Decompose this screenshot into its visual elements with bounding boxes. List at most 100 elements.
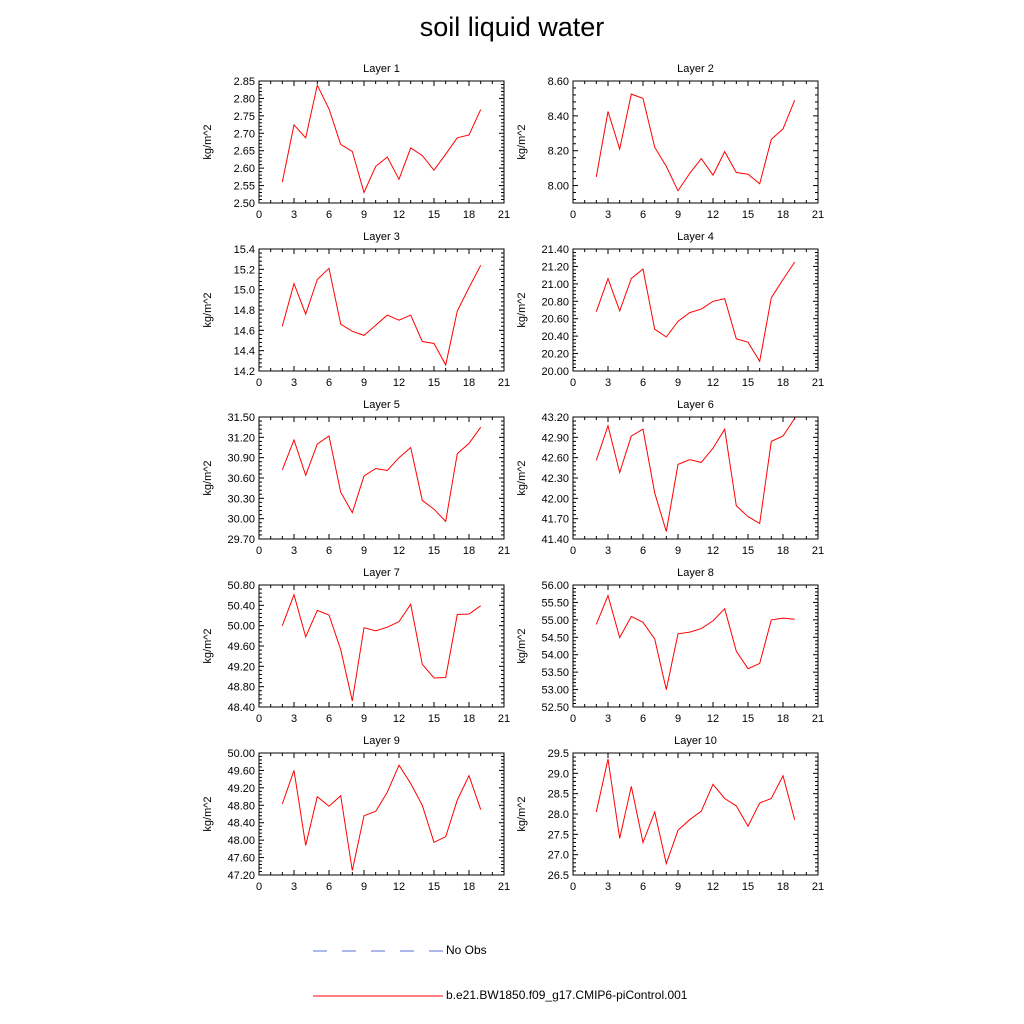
x-tick-label: 0 bbox=[256, 881, 262, 893]
y-tick-label: 30.60 bbox=[227, 473, 255, 485]
chart-panel-layer-1: 0 3 6 9 12 15 18 21 2.50 2.55 2.60 2.65 2.70 2.75 2.80… bbox=[202, 63, 510, 221]
chart-panel-layer-9: 0 3 6 9 12 15 18 21 47.20 47.60 48.00 48.40 48.80 49.… bbox=[202, 735, 510, 893]
x-tick-label: 21 bbox=[498, 545, 510, 557]
x-tick-label: 0 bbox=[256, 209, 262, 221]
x-tick-label: 18 bbox=[777, 377, 789, 389]
x-tick-label: 3 bbox=[605, 545, 611, 557]
plot-frame bbox=[258, 416, 505, 540]
x-tick-label: 0 bbox=[570, 545, 576, 557]
y-axis-label: kg/m^2 bbox=[516, 124, 528, 159]
x-tick-label: 9 bbox=[675, 713, 681, 725]
x-tick-label: 21 bbox=[498, 713, 510, 725]
y-tick-label: 15.2 bbox=[234, 264, 255, 276]
series-line-model bbox=[281, 764, 482, 871]
y-tick-label: 50.40 bbox=[227, 600, 255, 612]
y-tick-label: 43.20 bbox=[541, 412, 569, 424]
x-tick-label: 9 bbox=[675, 545, 681, 557]
panel-title: Layer 4 bbox=[677, 231, 714, 243]
plot-frame bbox=[258, 80, 505, 204]
x-tick-label: 15 bbox=[742, 881, 754, 893]
y-tick-label: 15.0 bbox=[234, 285, 255, 297]
x-tick-label: 18 bbox=[463, 713, 475, 725]
y-tick-label: 54.50 bbox=[541, 632, 569, 644]
x-tick-label: 9 bbox=[361, 209, 367, 221]
y-tick-label: 49.20 bbox=[227, 661, 255, 673]
x-tick-label: 6 bbox=[326, 713, 332, 725]
x-tick-label: 6 bbox=[326, 545, 332, 557]
chart-panel-layer-8: 0 3 6 9 12 15 18 21 52.50 53.00 53.50 54.00 54.50 55.… bbox=[516, 567, 824, 725]
x-tick-label: 0 bbox=[256, 713, 262, 725]
y-tick-label: 54.00 bbox=[541, 650, 569, 662]
y-tick-label: 2.85 bbox=[234, 76, 255, 88]
x-tick-label: 6 bbox=[326, 881, 332, 893]
x-tick-label: 6 bbox=[640, 545, 646, 557]
series-line-model bbox=[281, 426, 482, 523]
y-tick-label: 56.00 bbox=[541, 580, 569, 592]
x-tick-label: 9 bbox=[361, 881, 367, 893]
x-tick-label: 21 bbox=[498, 377, 510, 389]
chart-panel-layer-7: 0 3 6 9 12 15 18 21 48.40 48.80 49.20 49.60 50.00 50.… bbox=[202, 567, 510, 725]
y-tick-label: 42.90 bbox=[541, 432, 569, 444]
y-tick-label: 14.4 bbox=[234, 346, 255, 358]
series-line-model bbox=[595, 418, 796, 532]
x-tick-label: 3 bbox=[605, 713, 611, 725]
panel-title: Layer 9 bbox=[363, 735, 400, 747]
y-tick-label: 2.60 bbox=[234, 163, 255, 175]
y-tick-label: 14.6 bbox=[234, 325, 255, 337]
plot-frame bbox=[572, 584, 819, 708]
x-tick-label: 3 bbox=[291, 377, 297, 389]
y-tick-label: 41.70 bbox=[541, 514, 569, 526]
x-tick-label: 12 bbox=[707, 881, 719, 893]
x-tick-label: 3 bbox=[605, 881, 611, 893]
y-tick-label: 29.5 bbox=[548, 748, 569, 760]
y-axis-label: kg/m^2 bbox=[516, 460, 528, 495]
panel-title: Layer 10 bbox=[674, 735, 717, 747]
x-tick-label: 21 bbox=[812, 377, 824, 389]
legend-label-model: b.e21.BW1850.f09_g17.CMIP6-piControl.001 bbox=[446, 988, 688, 1002]
plot-frame bbox=[258, 248, 505, 372]
x-tick-label: 12 bbox=[707, 545, 719, 557]
y-tick-label: 50.80 bbox=[227, 580, 255, 592]
y-tick-label: 53.00 bbox=[541, 685, 569, 697]
x-tick-label: 12 bbox=[393, 713, 405, 725]
y-tick-label: 41.40 bbox=[541, 534, 569, 546]
series-line-model bbox=[281, 83, 482, 194]
x-tick-label: 21 bbox=[812, 881, 824, 893]
x-tick-label: 3 bbox=[291, 209, 297, 221]
x-tick-label: 3 bbox=[605, 377, 611, 389]
chart-panel-layer-2: 0 3 6 9 12 15 18 21 8.00 8.20 8.40 8.60 Layer 2 kg/m^… bbox=[516, 63, 824, 221]
y-tick-label: 53.50 bbox=[541, 667, 569, 679]
y-tick-label: 28.0 bbox=[548, 809, 569, 821]
x-tick-label: 3 bbox=[605, 209, 611, 221]
x-tick-label: 12 bbox=[707, 377, 719, 389]
x-tick-label: 12 bbox=[393, 209, 405, 221]
y-tick-label: 30.90 bbox=[227, 453, 255, 465]
y-axis-label: kg/m^2 bbox=[202, 460, 214, 495]
x-tick-label: 21 bbox=[812, 713, 824, 725]
x-tick-label: 15 bbox=[428, 713, 440, 725]
x-tick-label: 21 bbox=[812, 209, 824, 221]
x-tick-label: 18 bbox=[777, 713, 789, 725]
chart-panel-layer-6: 0 3 6 9 12 15 18 21 41.40 41.70 42.00 42.30 42.60 42.… bbox=[516, 399, 824, 557]
x-tick-label: 3 bbox=[291, 713, 297, 725]
y-tick-label: 15.4 bbox=[234, 244, 255, 256]
y-tick-label: 2.75 bbox=[234, 111, 255, 123]
y-tick-label: 42.60 bbox=[541, 453, 569, 465]
plot-frame bbox=[572, 416, 819, 540]
x-tick-label: 6 bbox=[640, 377, 646, 389]
series-line-model bbox=[595, 758, 796, 866]
x-tick-label: 6 bbox=[326, 209, 332, 221]
y-tick-label: 49.60 bbox=[227, 641, 255, 653]
y-tick-label: 14.2 bbox=[234, 366, 255, 378]
legend-label-no-obs: No Obs bbox=[446, 943, 487, 957]
x-tick-label: 18 bbox=[777, 545, 789, 557]
y-tick-label: 50.00 bbox=[227, 748, 255, 760]
x-tick-label: 18 bbox=[463, 209, 475, 221]
chart-panel-layer-4: 0 3 6 9 12 15 18 21 20.00 20.20 20.40 20.60 20.80 21.… bbox=[516, 231, 824, 389]
x-tick-label: 15 bbox=[742, 545, 754, 557]
x-tick-label: 3 bbox=[291, 881, 297, 893]
y-tick-label: 47.20 bbox=[227, 870, 255, 882]
x-tick-label: 0 bbox=[570, 209, 576, 221]
panel-title: Layer 6 bbox=[677, 399, 714, 411]
x-tick-label: 21 bbox=[498, 881, 510, 893]
